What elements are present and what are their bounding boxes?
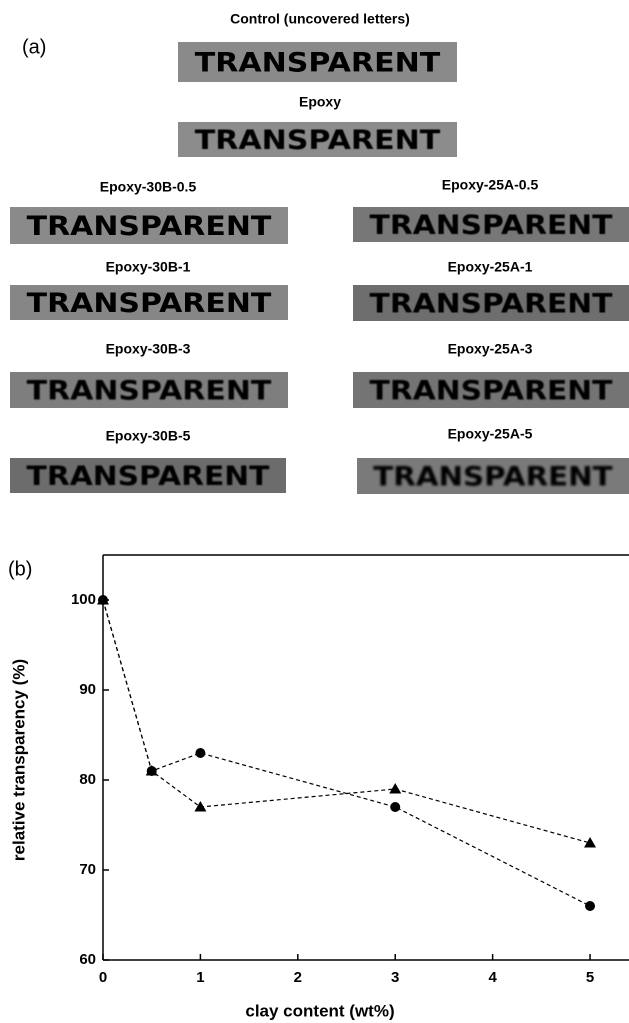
sample-caption: Epoxy-25A-1 bbox=[448, 259, 533, 275]
x-tick-label: 4 bbox=[488, 969, 497, 986]
y-tick-label: 70 bbox=[79, 861, 96, 878]
x-tick-label: 2 bbox=[294, 969, 302, 986]
y-tick-label: 100 bbox=[71, 591, 96, 608]
sample-text: TRANSPARENT bbox=[27, 376, 272, 407]
sample-caption: Epoxy-30B-3 bbox=[106, 341, 191, 357]
sample-text: TRANSPARENT bbox=[27, 461, 271, 492]
point bbox=[389, 783, 401, 794]
series-line bbox=[103, 600, 590, 906]
sample-caption: Epoxy bbox=[299, 94, 341, 110]
sample-text: TRANSPARENT bbox=[195, 125, 441, 156]
sample-text: TRANSPARENT bbox=[27, 211, 272, 242]
point bbox=[194, 801, 206, 812]
sample-text: TRANSPARENT bbox=[370, 376, 614, 407]
point bbox=[585, 901, 595, 911]
y-tick-label: 80 bbox=[79, 771, 96, 788]
point bbox=[390, 802, 400, 812]
point bbox=[195, 748, 205, 758]
x-tick-label: 5 bbox=[586, 969, 594, 986]
sample-text: TRANSPARENT bbox=[195, 48, 441, 79]
sample-text: TRANSPARENT bbox=[373, 462, 613, 493]
sample-caption: Control (uncovered letters) bbox=[230, 11, 410, 27]
x-axis-label: clay content (wt%) bbox=[245, 1001, 394, 1020]
y-tick-label: 60 bbox=[79, 951, 96, 968]
y-axis-label: relative transparency (%) bbox=[9, 659, 28, 861]
x-tick-label: 1 bbox=[196, 969, 204, 986]
panel-label: (a) bbox=[22, 36, 46, 58]
sample-caption: Epoxy-30B-5 bbox=[106, 428, 191, 444]
sample-text: TRANSPARENT bbox=[370, 289, 614, 320]
sample-text: TRANSPARENT bbox=[27, 288, 272, 319]
panel-label: (b) bbox=[8, 558, 32, 580]
x-tick-label: 0 bbox=[99, 969, 107, 986]
series-line bbox=[103, 600, 590, 843]
sample-caption: Epoxy-25A-5 bbox=[448, 426, 533, 442]
sample-caption: Epoxy-30B-0.5 bbox=[100, 179, 197, 195]
sample-text: TRANSPARENT bbox=[370, 210, 614, 241]
sample-caption: Epoxy-25A-0.5 bbox=[442, 177, 539, 193]
x-tick-label: 3 bbox=[391, 969, 399, 986]
figure: (a) (b) clay content (wt%) relative tran… bbox=[0, 0, 629, 1023]
sample-caption: Epoxy-25A-3 bbox=[448, 341, 533, 357]
y-tick-label: 90 bbox=[79, 681, 96, 698]
sample-caption: Epoxy-30B-1 bbox=[106, 259, 191, 275]
